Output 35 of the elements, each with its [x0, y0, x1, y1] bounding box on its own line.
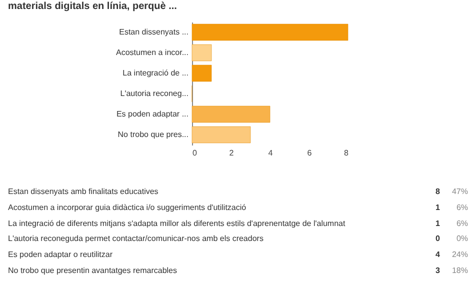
y-tick-label: Estan dissenyats ... [119, 27, 188, 36]
text: 18% [450, 264, 469, 277]
text: 1 [434, 218, 441, 230]
text: Es poden adaptar o reutilitzar [7, 249, 114, 262]
x-tick-label: 6 [307, 148, 312, 158]
bar [192, 64, 212, 82]
x-tick-label: 4 [268, 148, 274, 158]
text: 0 [434, 233, 441, 246]
x-tick-label: 2 [229, 148, 234, 158]
text: Acostumen a incorporar guia didàctica i/o suggeriments d'utilització [7, 202, 248, 214]
text: 3 [434, 264, 441, 277]
x-tick-label: 8 [344, 148, 350, 158]
y-tick-label: L'autoria reconeg... [120, 88, 188, 98]
y-tick-label: La integració de ... [122, 68, 188, 78]
text: 6% [455, 218, 469, 230]
text: 1 [434, 202, 441, 214]
text: materials digitals en línia, perquè ... [7, 0, 178, 14]
text: La integració de diferents mitjans s'adapta millor als diferents estils d'aprenentatge de l'alumnat [7, 218, 346, 230]
text: 8 [434, 186, 441, 198]
text: 47% [450, 186, 469, 198]
bar [192, 106, 270, 123]
y-tick-label: Es poden adaptar ... [116, 109, 188, 118]
text: 4 [434, 249, 441, 262]
x-tick-label: 0 [192, 148, 198, 158]
text: L'autoria reconeguda permet contactar/comunicar-nos amb els creadors [7, 233, 264, 246]
y-tick-label: Acostumen a incor... [116, 48, 188, 57]
text: 0% [455, 233, 469, 246]
text: No trobo que presentin avantatges remarcables [7, 264, 178, 277]
text: Estan dissenyats amb finalitats educatives [7, 186, 160, 198]
bar [192, 44, 212, 62]
bar [192, 24, 348, 41]
text: 6% [455, 202, 469, 214]
bar [192, 126, 251, 144]
y-tick-label: No trobo que pres... [118, 130, 188, 139]
text: 24% [450, 249, 469, 262]
